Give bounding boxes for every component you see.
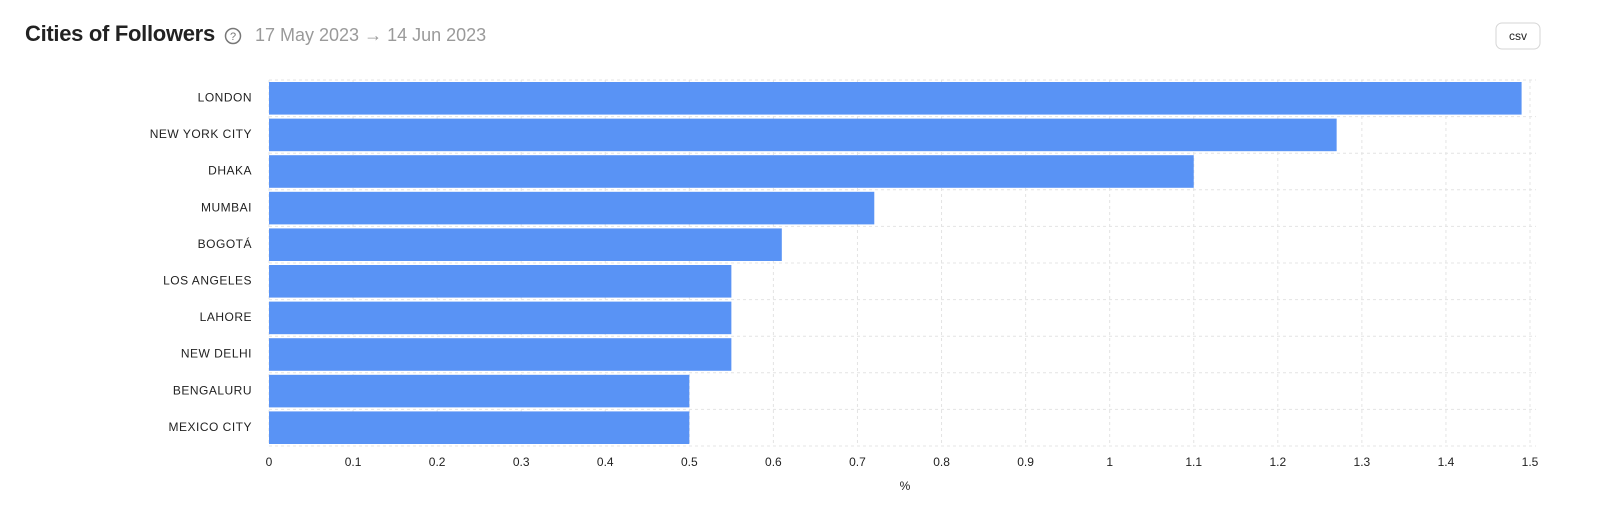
bar: [269, 228, 782, 261]
bar: [269, 118, 1337, 152]
y-tick-label: LOS ANGELES: [163, 273, 252, 287]
y-tick-label: BOGOTÁ: [198, 236, 252, 251]
bar: [269, 265, 732, 298]
y-tick-label: DHAKA: [208, 164, 252, 178]
x-tick-label: 0.4: [597, 455, 614, 469]
x-tick-label: 0.7: [849, 455, 866, 469]
bar: [269, 82, 1522, 115]
bar: [269, 301, 732, 335]
x-tick-label: 0.2: [429, 455, 446, 469]
x-axis-label: %: [900, 479, 911, 493]
x-tick-label: 0.1: [345, 455, 362, 469]
x-tick-label: 1.3: [1354, 455, 1371, 469]
bar: [269, 191, 875, 225]
y-tick-label: MUMBAI: [201, 200, 252, 214]
x-tick-label: 1.1: [1185, 455, 1202, 469]
y-tick-label: BENGALURU: [173, 383, 252, 397]
y-tick-label: MEXICO CITY: [168, 420, 252, 434]
y-tick-label: NEW YORK CITY: [150, 127, 252, 141]
x-tick-label: 0.9: [1017, 455, 1034, 469]
x-tick-label: 0.3: [513, 455, 530, 469]
bar: [269, 411, 690, 444]
bar: [269, 374, 690, 408]
x-tick-label: 1: [1106, 455, 1113, 469]
y-tick-label: LAHORE: [200, 310, 252, 324]
csv-button[interactable]: csv: [1495, 22, 1541, 50]
x-tick-label: 0: [266, 455, 273, 469]
svg-text:?: ?: [230, 31, 236, 43]
x-tick-label: 1.4: [1438, 455, 1455, 469]
x-tick-label: 0.6: [765, 455, 782, 469]
x-tick-label: 1.2: [1269, 455, 1286, 469]
y-tick-label: LONDON: [198, 90, 252, 104]
bar: [269, 155, 1194, 188]
chart-title: Cities of Followers: [25, 21, 215, 46]
csv-button-label[interactable]: csv: [1509, 29, 1527, 43]
x-tick-label: 1.5: [1522, 455, 1539, 469]
bar: [269, 338, 732, 371]
y-tick-label: NEW DELHI: [181, 347, 252, 361]
help-icon[interactable]: ?: [224, 27, 242, 45]
date-range: 17 May 2023 → 14 Jun 2023: [255, 25, 486, 45]
x-tick-label: 0.5: [681, 455, 698, 469]
x-tick-label: 0.8: [933, 455, 950, 469]
